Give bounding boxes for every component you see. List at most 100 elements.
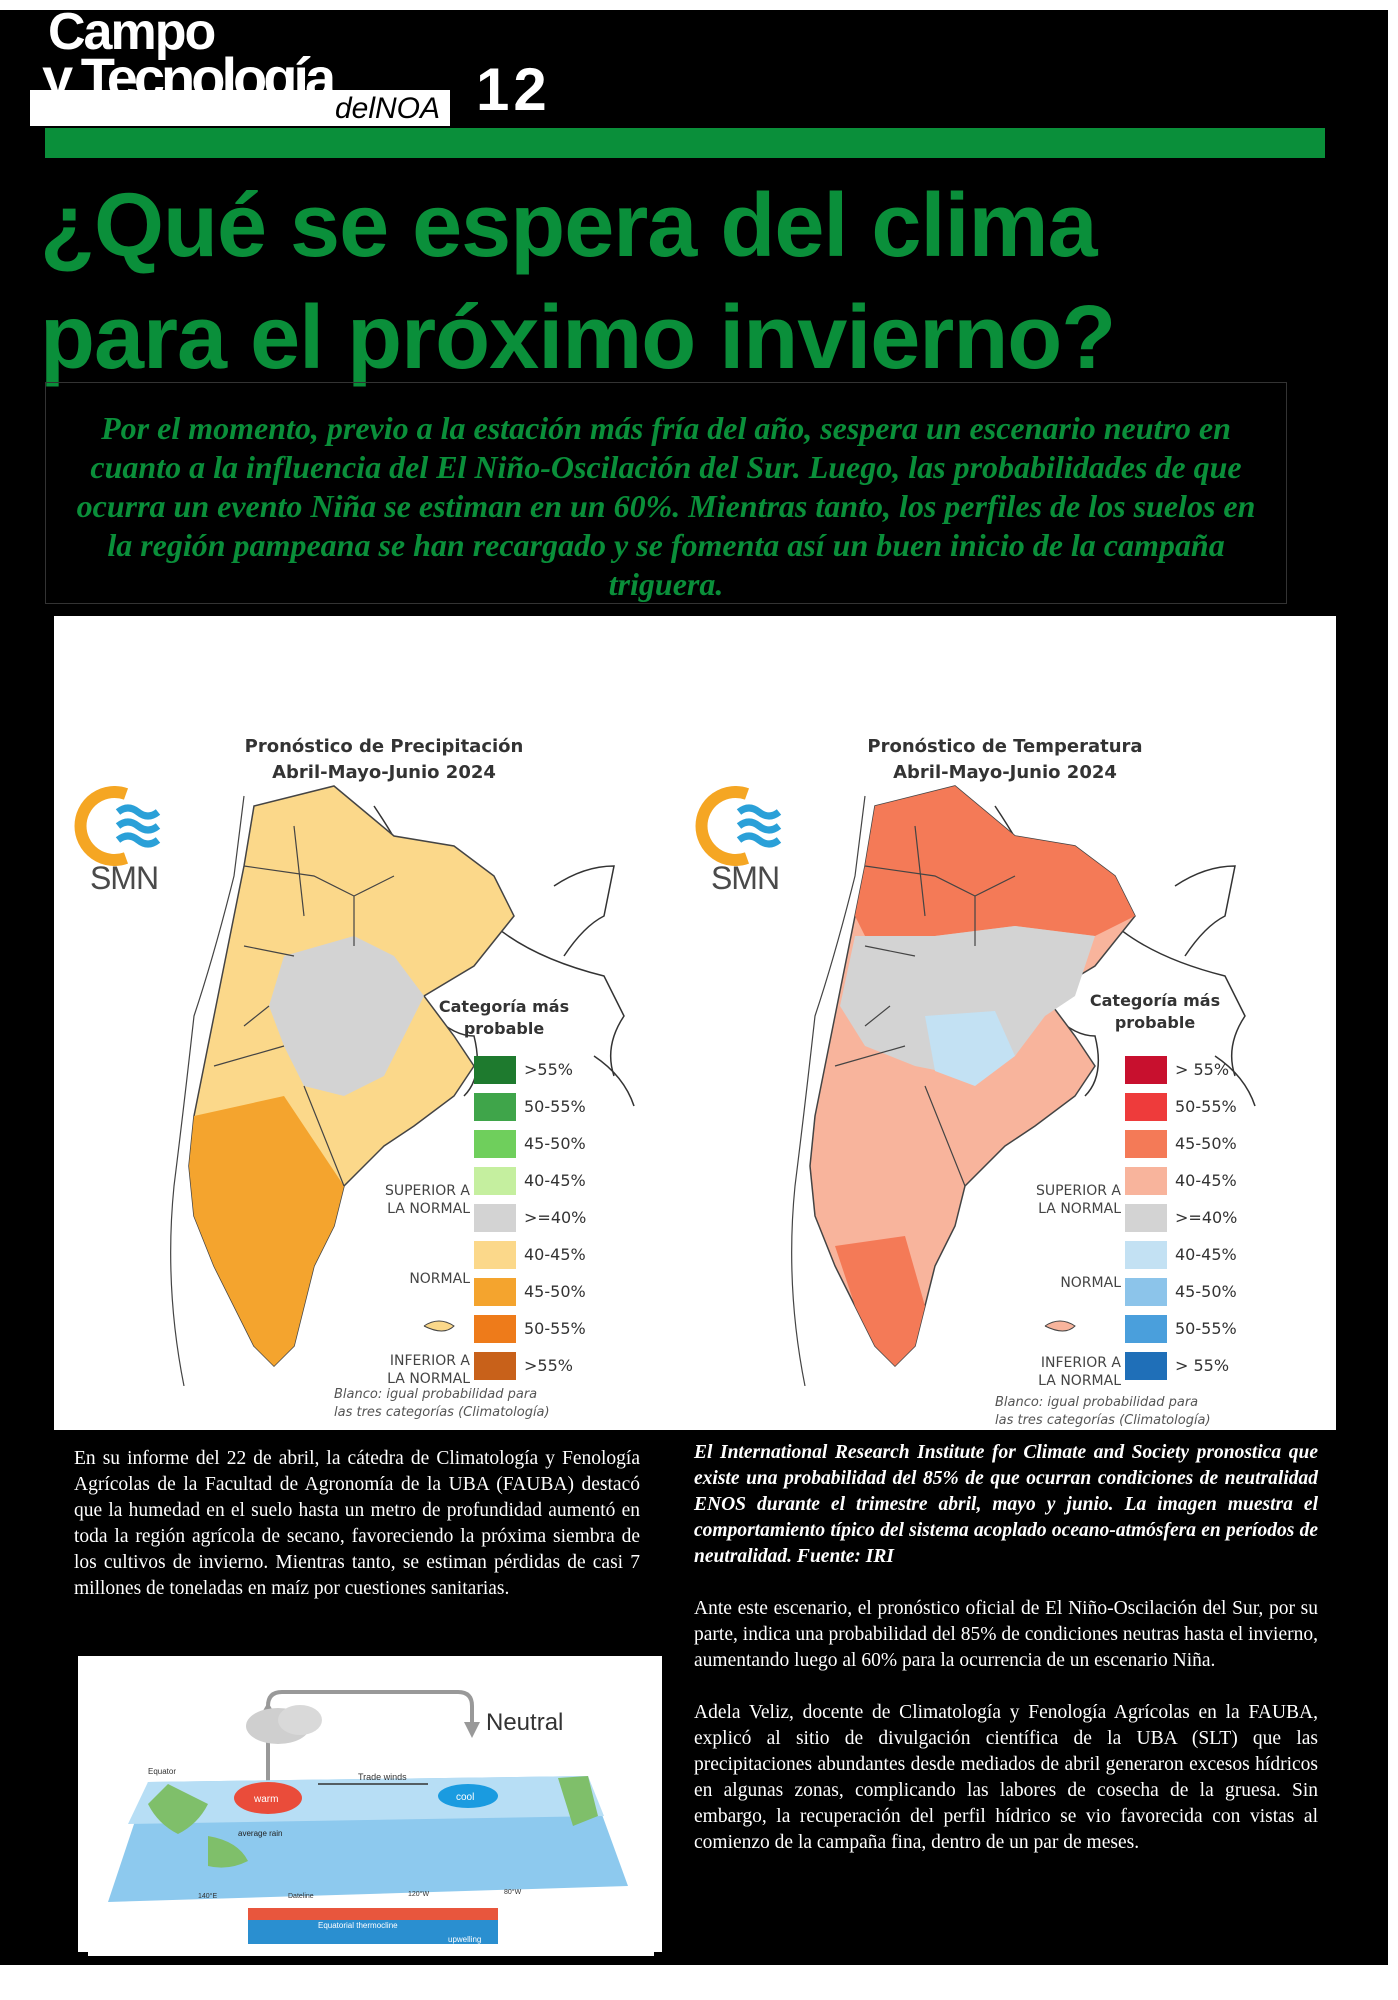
legend-label: 50-55%: [1175, 1319, 1237, 1338]
average-rain-label: average rain: [238, 1829, 282, 1838]
footnote-line-1: Blanco: igual probabilidad para: [334, 1387, 538, 1402]
equator-label: Equator: [148, 1767, 176, 1776]
forecast-maps-figure: Pronóstico de Precipitación Abril-Mayo-J…: [54, 616, 1336, 1430]
legend-row: >55%: [374, 1056, 594, 1086]
legend-row: 40-45%: [1025, 1167, 1245, 1197]
smn-logo-mark: [74, 786, 161, 866]
precipitation-footnote: Blanco: igual probabilidad para las tres…: [334, 1386, 594, 1422]
precipitation-title-line-1: Pronóstico de Precipitación: [244, 736, 524, 757]
legend-title-line-2: probable: [1114, 1013, 1196, 1032]
temperature-title-line-1: Pronóstico de Temperatura: [867, 736, 1143, 757]
headline-line-1: ¿Qué se espera del clima: [40, 176, 1098, 276]
legend-label: 50-55%: [524, 1097, 586, 1116]
legend-row: 40-45%: [1025, 1241, 1245, 1271]
warm-pool: [234, 1782, 302, 1814]
precipitation-legend-title: Categoría más probable: [424, 996, 584, 1040]
legend-label: >=40%: [1175, 1208, 1238, 1227]
south-warm-region: [835, 1236, 925, 1366]
enso-title: Neutral: [486, 1709, 563, 1736]
legend-label: >55%: [524, 1060, 573, 1079]
enso-caption: El International Research Institute for …: [694, 1442, 1318, 1567]
legend-row: 45-50%: [374, 1130, 594, 1160]
category-inferior: INFERIOR A LA NORMAL: [1038, 1355, 1121, 1389]
cool-region: [925, 1011, 1015, 1086]
land-east: [558, 1776, 598, 1826]
legend-label: >=40%: [524, 1208, 587, 1227]
circulation-loop: [266, 1690, 474, 1826]
footnote-line-2: las tres categorías (Climatología): [995, 1413, 1211, 1428]
temperature-map-panel: Pronóstico de Temperatura Abril-Mayo-Jun…: [695, 616, 1336, 1430]
smn-logo: SMN: [695, 786, 795, 896]
legend-swatch: [474, 1241, 516, 1269]
masthead-logo: Campo y Tecnología delNOA: [30, 6, 450, 130]
legend-title-line-2: probable: [463, 1019, 545, 1038]
category-superior: SUPERIOR A LA NORMAL: [384, 1183, 470, 1217]
lon-80w: 80°W: [504, 1888, 522, 1896]
smn-logo-mark: [695, 786, 782, 866]
legend-swatch: [474, 1056, 516, 1084]
legend-label: 45-50%: [1175, 1282, 1237, 1301]
lon-dateline: Dateline: [288, 1893, 314, 1900]
upwelling-label: upwelling: [448, 1935, 481, 1944]
body-right-column: El International Research Institute for …: [694, 1440, 1318, 1882]
category-normal: NORMAL: [1060, 1275, 1121, 1291]
lon-120w: 120°W: [408, 1890, 429, 1898]
magazine-page: Campo y Tecnología delNOA 12 ¿Qué se esp…: [0, 6, 1388, 1965]
inferior-region: [189, 1096, 344, 1366]
category-inferior: INFERIOR A LA NORMAL: [387, 1353, 470, 1387]
legend-swatch: [474, 1315, 516, 1343]
legend-swatch: [1125, 1278, 1167, 1306]
legend-row: 50-55%: [1025, 1315, 1245, 1345]
headline-line-2: para el próximo invierno?: [40, 288, 1116, 388]
land-west: [148, 1784, 208, 1834]
green-rule: [45, 128, 1325, 158]
smn-logo-text: SMN: [89, 860, 159, 896]
legend-label: > 55%: [1175, 1060, 1230, 1079]
argentina-precipitation-map: [170, 785, 635, 1386]
temperature-title-line-2: Abril-Mayo-Junio 2024: [893, 762, 1117, 783]
lead-box: Por el momento, previo a la estación más…: [45, 382, 1287, 604]
legend-swatch: [1125, 1130, 1167, 1158]
legend-swatch: [474, 1204, 516, 1232]
legend-row: > 55%: [1025, 1056, 1245, 1086]
normal-region: [269, 936, 424, 1096]
lead-paragraph: Por el momento, previo a la estación más…: [76, 410, 1256, 602]
trade-winds-label: Trade winds: [358, 1772, 407, 1782]
legend-row: 40-45%: [374, 1167, 594, 1197]
footnote-line-1: Blanco: igual probabilidad para: [995, 1395, 1199, 1410]
legend-swatch: [1125, 1167, 1167, 1195]
lon-140e: 140°E: [198, 1892, 217, 1900]
thermocline-label: Equatorial thermocline: [318, 1921, 398, 1930]
legend-swatch: [1125, 1241, 1167, 1269]
legend-row: >=40%: [374, 1204, 594, 1234]
legend-swatch: [1125, 1315, 1167, 1343]
legend-swatch: [1125, 1204, 1167, 1232]
body-right-paragraph-1: Ante este escenario, el pronóstico ofici…: [694, 1598, 1318, 1671]
legend-label: 50-55%: [1175, 1097, 1237, 1116]
argentina-temperature-map: [791, 785, 1256, 1386]
legend-row: 50-55%: [1025, 1093, 1245, 1123]
legend-swatch: [474, 1167, 516, 1195]
legend-label: 40-45%: [524, 1171, 586, 1190]
enso-neutral-illustration: warm cool Trade winds Neutral Equator av…: [108, 1690, 628, 1944]
enso-diagram: warm cool Trade winds Neutral Equator av…: [88, 1666, 654, 1956]
legend-swatch: [474, 1130, 516, 1158]
legend-swatch: [474, 1352, 516, 1380]
legend-label: 45-50%: [524, 1282, 586, 1301]
legend-label: > 55%: [1175, 1356, 1230, 1375]
body-right-paragraph-2: Adela Veliz, docente de Climatología y F…: [694, 1702, 1318, 1853]
issue-number: 12: [476, 56, 551, 123]
legend-label: 40-45%: [1175, 1171, 1237, 1190]
temperature-legend-title: Categoría más probable: [1075, 990, 1235, 1034]
legend-label: 40-45%: [524, 1245, 586, 1264]
legend-label: 50-55%: [524, 1319, 586, 1338]
legend-label: 45-50%: [524, 1134, 586, 1153]
legend-swatch: [474, 1278, 516, 1306]
legend-swatch: [474, 1093, 516, 1121]
legend-row: 50-55%: [374, 1093, 594, 1123]
legend-row: 45-50%: [1025, 1130, 1245, 1160]
legend-swatch: [1125, 1352, 1167, 1380]
body-left-paragraph: En su informe del 22 de abril, la cátedr…: [74, 1448, 640, 1599]
legend-title-line-1: Categoría más: [1089, 991, 1221, 1010]
logo-line-campo: Campo: [48, 3, 216, 61]
